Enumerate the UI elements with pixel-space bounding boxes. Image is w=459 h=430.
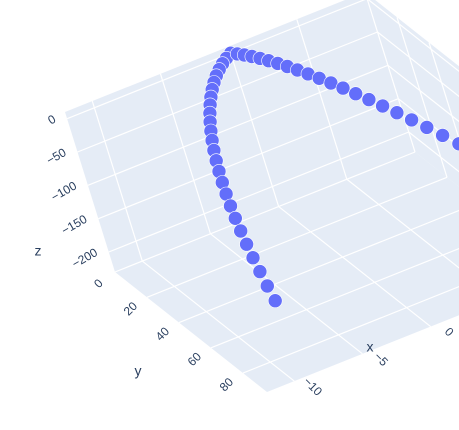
axis-titles: x y z bbox=[35, 243, 374, 379]
grid-z-wall-x bbox=[397, 98, 459, 148]
data-point bbox=[389, 105, 405, 120]
back-wall-y bbox=[65, 0, 415, 272]
data-point bbox=[361, 92, 377, 107]
z-axis-title: z bbox=[35, 243, 42, 259]
grid-lines bbox=[66, 0, 459, 382]
grid-x-floor bbox=[346, 178, 459, 269]
grid-y-floor bbox=[242, 286, 459, 374]
z-tick-label: −50 bbox=[44, 145, 69, 167]
grid-y-floor bbox=[178, 209, 459, 324]
grid-y-wall bbox=[428, 42, 459, 141]
grid-x-floor bbox=[210, 233, 363, 355]
grid-y-wall bbox=[366, 0, 416, 153]
data-point bbox=[348, 86, 364, 101]
grid-z-wall-y bbox=[98, 98, 399, 220]
data-point bbox=[435, 128, 450, 143]
y-tick-label: 60 bbox=[185, 349, 205, 369]
grid-y-wall bbox=[396, 17, 448, 178]
data-point bbox=[404, 112, 419, 128]
grid-z-wall-y bbox=[66, 0, 366, 120]
scene-walls bbox=[65, 0, 459, 392]
grid-x-floor bbox=[141, 260, 295, 382]
grid-y-floor bbox=[210, 247, 459, 349]
y-tick-label: 0 bbox=[91, 276, 106, 291]
grid-y-floor bbox=[146, 176, 448, 298]
data-point bbox=[252, 264, 268, 279]
grid-x-wall bbox=[159, 73, 212, 234]
y-tick-label: 40 bbox=[153, 324, 173, 344]
data-point bbox=[228, 211, 243, 226]
floor-wall bbox=[115, 152, 459, 392]
grid-x-wall bbox=[228, 46, 280, 207]
data-point bbox=[375, 98, 390, 114]
grid-z-wall-x bbox=[377, 31, 459, 98]
data-point bbox=[239, 236, 254, 252]
z-tick-label: −200 bbox=[69, 245, 100, 271]
data-point bbox=[335, 80, 351, 96]
grid-y-floor bbox=[114, 151, 416, 273]
grid-z-wall-x bbox=[408, 131, 459, 173]
data-point bbox=[267, 293, 283, 309]
data-point bbox=[223, 198, 238, 214]
x-axis-title: x bbox=[367, 339, 374, 355]
data-points bbox=[202, 45, 459, 309]
data-point bbox=[245, 250, 261, 266]
x-tick-label: 0 bbox=[442, 325, 457, 340]
z-tick-label: −100 bbox=[49, 178, 80, 204]
x-tick-label: −5 bbox=[371, 349, 391, 369]
y-tick-label: 80 bbox=[217, 375, 237, 395]
data-point bbox=[419, 120, 435, 135]
grid-z-wall-y bbox=[77, 31, 378, 153]
z-tick-label: −150 bbox=[59, 212, 90, 238]
grid-z-wall-x bbox=[367, 0, 459, 72]
grid-x-wall bbox=[91, 100, 143, 262]
grid-z-wall-y bbox=[108, 131, 409, 253]
x-tick-label: −10 bbox=[301, 374, 326, 399]
grid-z-wall-x bbox=[387, 64, 459, 123]
data-point bbox=[233, 223, 248, 239]
grid-x-floor bbox=[278, 206, 432, 328]
y-axis-title: y bbox=[135, 363, 142, 379]
data-point bbox=[259, 278, 275, 294]
z-tick-label: 0 bbox=[45, 112, 58, 128]
grid-x-wall bbox=[296, 19, 348, 180]
y-tick-label: 20 bbox=[121, 299, 141, 319]
back-wall-x bbox=[367, 0, 459, 187]
